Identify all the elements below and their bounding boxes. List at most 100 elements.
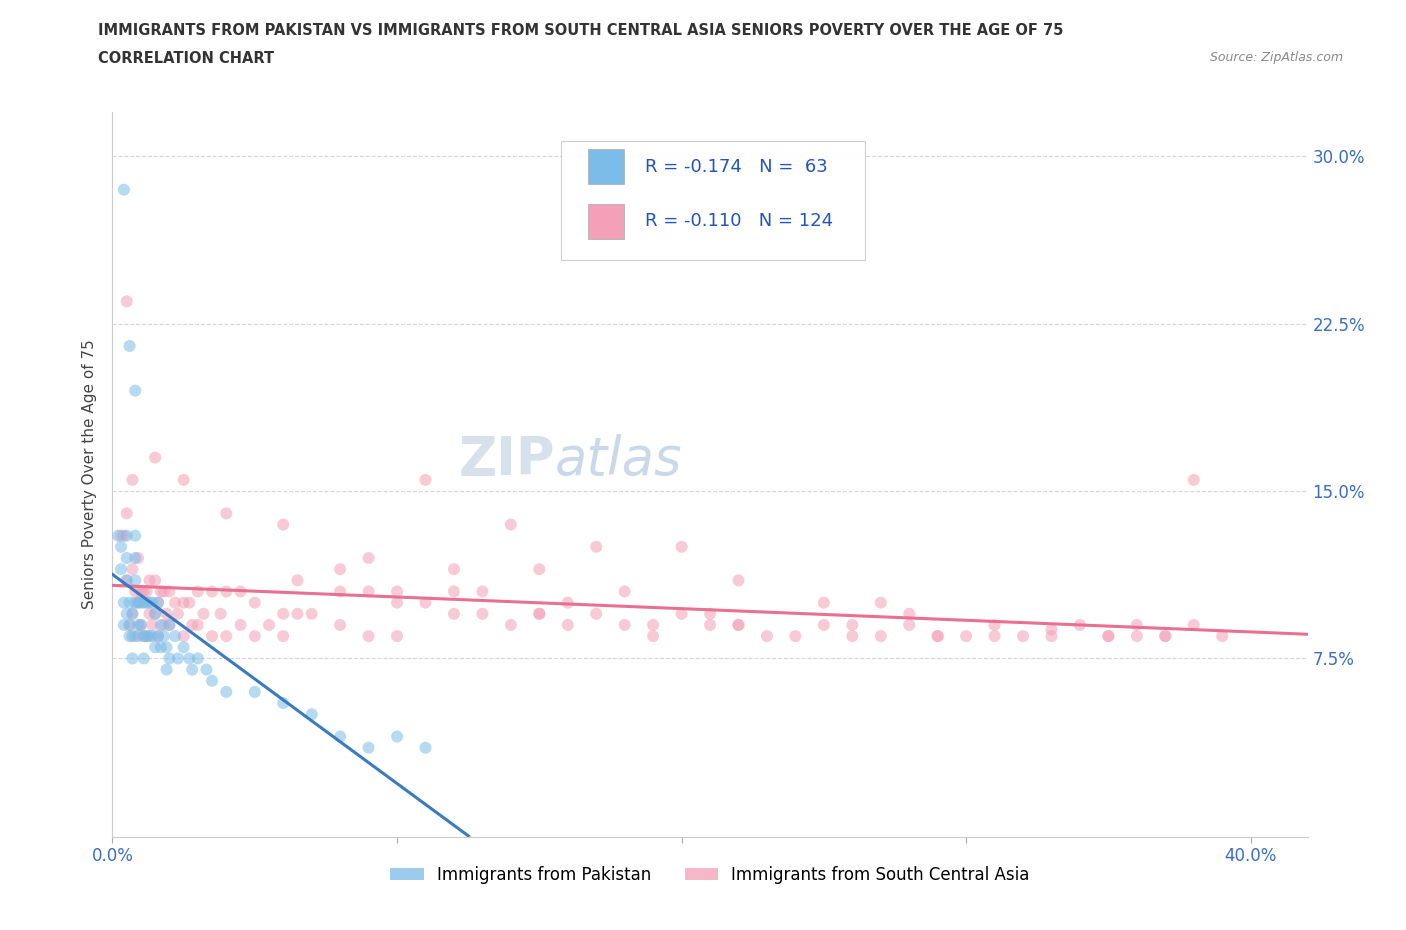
Point (173, 595, 195, 610)
Point (215, 584, 238, 599)
Point (157, 618, 180, 632)
Point (471, 606, 494, 621)
Point (129, 595, 152, 610)
Text: R = -0.174   N =  63: R = -0.174 N = 63 (645, 158, 828, 176)
Point (187, 584, 209, 599)
Legend: Immigrants from Pakistan, Immigrants from South Central Asia: Immigrants from Pakistan, Immigrants fro… (384, 859, 1036, 890)
Point (152, 629, 174, 644)
Point (110, 562, 132, 577)
Point (124, 383, 146, 398)
Point (243, 595, 266, 610)
Point (173, 472, 195, 487)
Y-axis label: Seniors Poverty Over the Age of 75: Seniors Poverty Over the Age of 75 (82, 339, 97, 609)
Point (143, 606, 166, 621)
Point (187, 618, 209, 632)
Point (243, 629, 266, 644)
Point (329, 729, 352, 744)
Point (112, 182, 135, 197)
Text: R = -0.110   N = 124: R = -0.110 N = 124 (645, 212, 834, 230)
Point (167, 651, 190, 666)
Point (898, 618, 921, 632)
Point (138, 606, 160, 621)
Point (727, 573, 749, 588)
Point (499, 618, 522, 632)
Point (1154, 629, 1177, 644)
Point (385, 595, 408, 610)
Point (115, 573, 138, 588)
Point (983, 618, 1005, 632)
Point (107, 528, 129, 543)
Point (127, 595, 149, 610)
Point (613, 584, 636, 599)
Point (585, 539, 607, 554)
Point (115, 573, 138, 588)
Point (135, 584, 157, 599)
Point (671, 606, 693, 621)
Point (755, 629, 778, 644)
Point (443, 584, 465, 599)
Point (415, 595, 437, 610)
Point (118, 629, 141, 644)
Point (165, 595, 187, 610)
Point (165, 629, 187, 644)
Point (613, 618, 636, 632)
Point (173, 629, 195, 644)
Point (643, 629, 665, 644)
Point (443, 562, 465, 577)
Point (112, 595, 135, 610)
Point (155, 640, 177, 655)
Point (173, 640, 195, 655)
Point (149, 618, 172, 632)
Point (181, 618, 204, 632)
Point (385, 629, 408, 644)
Point (167, 606, 190, 621)
Point (121, 606, 143, 621)
FancyBboxPatch shape (561, 140, 866, 260)
Point (557, 595, 579, 610)
Point (115, 606, 138, 621)
Point (115, 294, 138, 309)
Point (129, 618, 152, 632)
Text: IMMIGRANTS FROM PAKISTAN VS IMMIGRANTS FROM SOUTH CENTRAL ASIA SENIORS POVERTY O: IMMIGRANTS FROM PAKISTAN VS IMMIGRANTS F… (98, 23, 1064, 38)
Point (146, 629, 169, 644)
Point (415, 472, 437, 487)
Point (179, 595, 201, 610)
Point (1182, 618, 1205, 632)
Point (243, 684, 266, 699)
Point (215, 506, 238, 521)
Point (195, 662, 218, 677)
Point (927, 629, 949, 644)
Point (215, 629, 238, 644)
Point (955, 629, 977, 644)
Text: CORRELATION CHART: CORRELATION CHART (98, 51, 274, 66)
Point (1012, 629, 1035, 644)
Point (149, 640, 172, 655)
Point (983, 629, 1005, 644)
Point (271, 629, 294, 644)
Point (329, 584, 352, 599)
Point (187, 651, 209, 666)
Point (138, 595, 160, 610)
Point (124, 629, 146, 644)
Point (927, 629, 949, 644)
Point (287, 573, 309, 588)
Point (357, 551, 380, 565)
Point (898, 606, 921, 621)
Point (869, 595, 891, 610)
Point (499, 517, 522, 532)
Point (157, 651, 180, 666)
Point (529, 606, 551, 621)
Point (301, 606, 323, 621)
Point (141, 629, 163, 644)
Point (385, 729, 408, 744)
Point (143, 640, 166, 655)
Point (357, 740, 380, 755)
Point (143, 606, 166, 621)
Point (121, 651, 143, 666)
Point (129, 618, 152, 632)
Point (529, 606, 551, 621)
Point (1182, 472, 1205, 487)
Point (1069, 618, 1091, 632)
Point (785, 629, 807, 644)
Point (841, 629, 863, 644)
